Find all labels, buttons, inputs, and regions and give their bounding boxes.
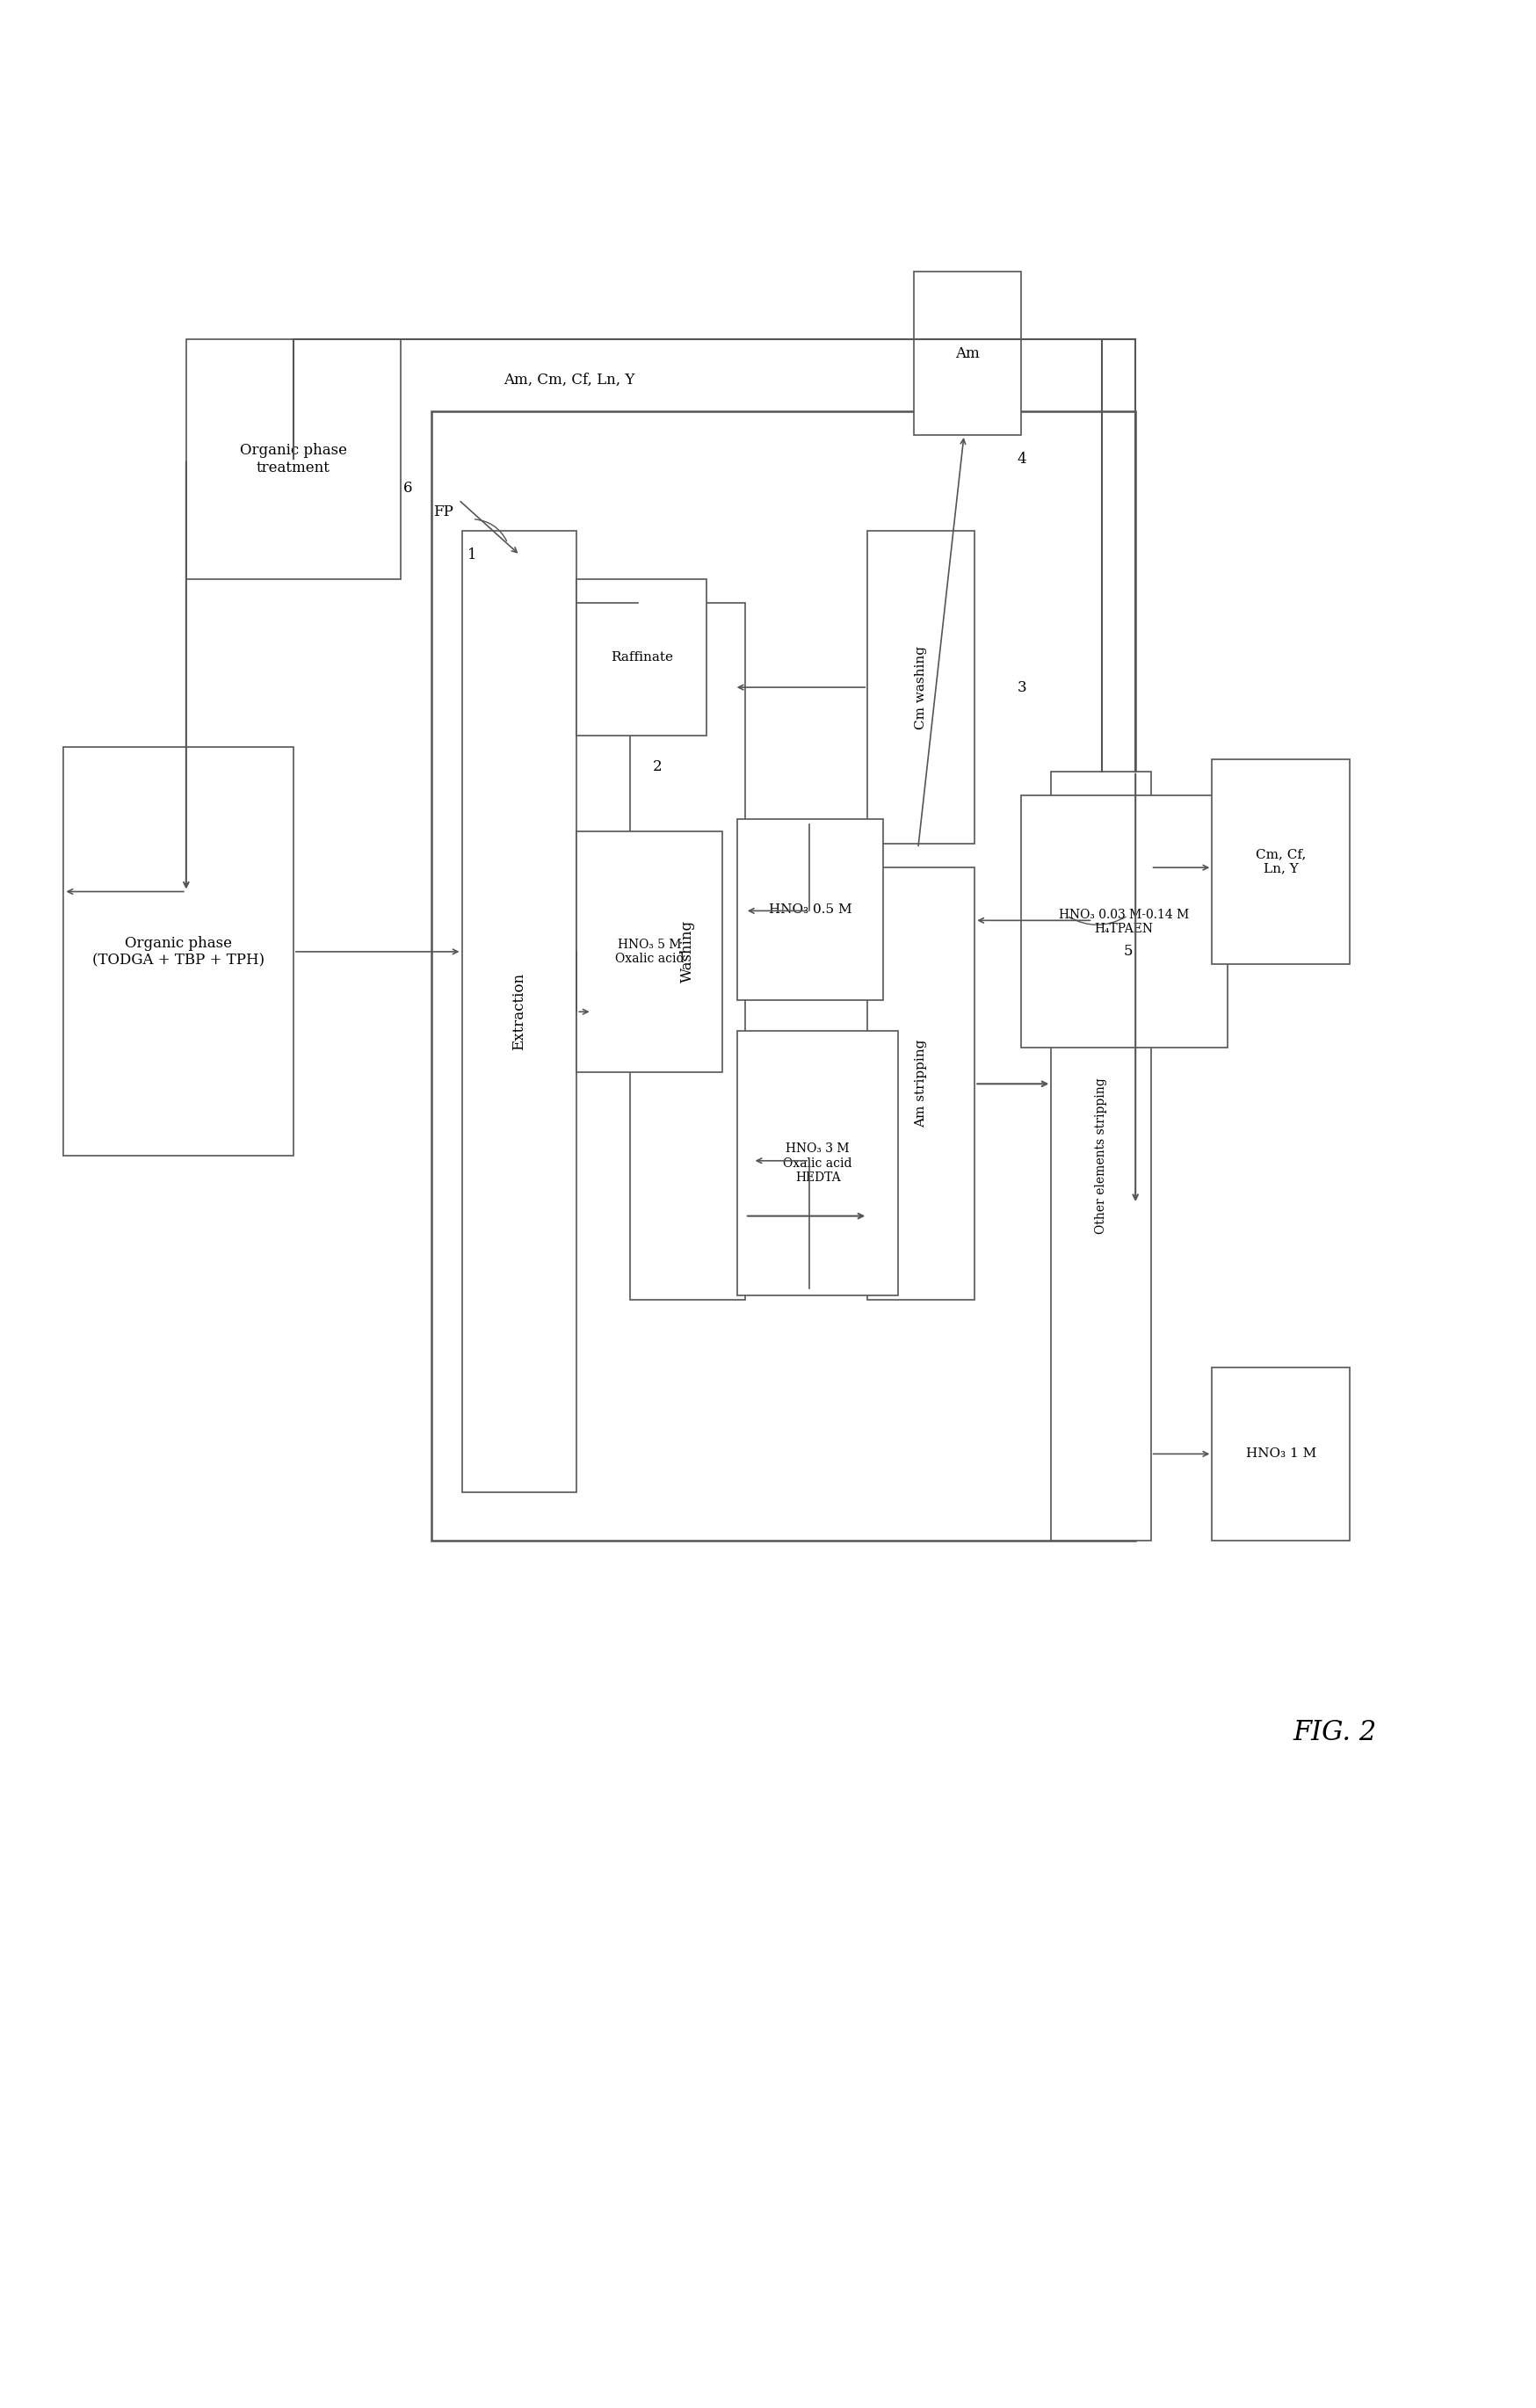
FancyBboxPatch shape bbox=[737, 1031, 899, 1296]
FancyBboxPatch shape bbox=[914, 272, 1020, 436]
Text: 6: 6 bbox=[404, 482, 413, 496]
Text: FP: FP bbox=[433, 503, 453, 520]
Text: HNO₃ 5 M
Oxalic acid: HNO₃ 5 M Oxalic acid bbox=[614, 939, 684, 966]
FancyBboxPatch shape bbox=[1051, 771, 1150, 1541]
Text: 2: 2 bbox=[653, 759, 662, 773]
FancyBboxPatch shape bbox=[1212, 1368, 1350, 1541]
FancyBboxPatch shape bbox=[868, 532, 975, 843]
Text: FIG. 2: FIG. 2 bbox=[1293, 1719, 1376, 1746]
FancyBboxPatch shape bbox=[737, 819, 883, 999]
FancyBboxPatch shape bbox=[868, 867, 975, 1300]
Text: 3: 3 bbox=[1017, 679, 1028, 696]
FancyBboxPatch shape bbox=[63, 746, 293, 1156]
Text: HNO₃ 0.03 M-0.14 M
H₄TPAEN: HNO₃ 0.03 M-0.14 M H₄TPAEN bbox=[1058, 908, 1189, 934]
Text: Cm washing: Cm washing bbox=[915, 645, 928, 730]
Text: Extraction: Extraction bbox=[511, 973, 527, 1050]
FancyBboxPatch shape bbox=[630, 604, 745, 1300]
FancyBboxPatch shape bbox=[1212, 759, 1350, 963]
Text: HNO₃ 3 M
Oxalic acid
HEDTA: HNO₃ 3 M Oxalic acid HEDTA bbox=[783, 1144, 852, 1185]
Text: Am stripping: Am stripping bbox=[915, 1040, 928, 1127]
Text: HNO₃ 0.5 M: HNO₃ 0.5 M bbox=[768, 903, 851, 915]
FancyBboxPatch shape bbox=[462, 532, 576, 1493]
Text: Raffinate: Raffinate bbox=[610, 650, 673, 665]
FancyBboxPatch shape bbox=[432, 412, 1135, 1541]
FancyBboxPatch shape bbox=[576, 580, 707, 734]
Text: Organic phase
(TODGA + TBP + TPH): Organic phase (TODGA + TBP + TPH) bbox=[92, 937, 264, 968]
Text: Am, Cm, Cf, Ln, Y: Am, Cm, Cf, Ln, Y bbox=[504, 373, 634, 388]
Text: Other elements stripping: Other elements stripping bbox=[1095, 1079, 1107, 1233]
Text: Organic phase
treatment: Organic phase treatment bbox=[240, 443, 347, 474]
Text: Cm, Cf,
Ln, Y: Cm, Cf, Ln, Y bbox=[1256, 848, 1306, 874]
Text: 1: 1 bbox=[468, 547, 478, 563]
Text: 4: 4 bbox=[1017, 453, 1028, 467]
Text: Washing: Washing bbox=[680, 920, 696, 982]
Text: 5: 5 bbox=[1123, 944, 1132, 958]
Text: HNO₃ 1 M: HNO₃ 1 M bbox=[1246, 1447, 1316, 1459]
Text: Am: Am bbox=[955, 347, 980, 361]
FancyBboxPatch shape bbox=[1020, 795, 1227, 1047]
FancyBboxPatch shape bbox=[186, 340, 401, 580]
FancyBboxPatch shape bbox=[576, 831, 722, 1072]
